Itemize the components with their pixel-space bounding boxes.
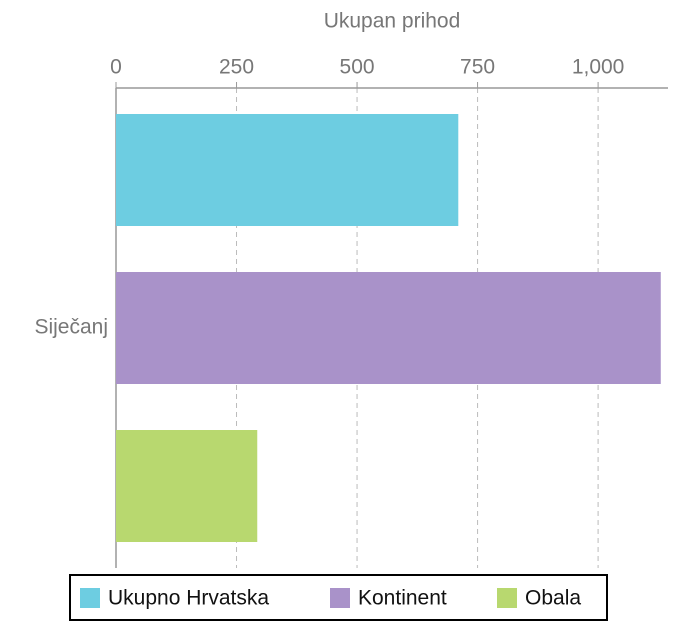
bar bbox=[116, 430, 258, 542]
y-tick-label: Siječanj bbox=[34, 316, 108, 339]
legend-swatch bbox=[80, 588, 100, 608]
x-tick-label: 500 bbox=[340, 56, 375, 79]
bar bbox=[116, 272, 661, 384]
legend-label: Kontinent bbox=[358, 587, 447, 610]
x-tick-label: 250 bbox=[219, 56, 254, 79]
x-tick-label: 0 bbox=[110, 56, 122, 79]
x-tick-label: 750 bbox=[460, 56, 495, 79]
bar bbox=[116, 114, 459, 226]
axis-title: Ukupan prihod bbox=[324, 10, 461, 33]
legend-label: Ukupno Hrvatska bbox=[108, 587, 269, 610]
legend-swatch bbox=[497, 588, 517, 608]
legend-label: Obala bbox=[525, 587, 581, 610]
x-tick-label: 1,000 bbox=[572, 56, 625, 79]
legend-swatch bbox=[330, 588, 350, 608]
